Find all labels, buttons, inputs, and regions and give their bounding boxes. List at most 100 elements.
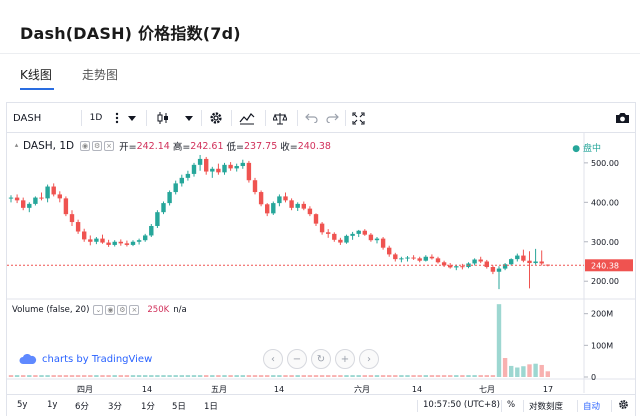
range-5y[interactable]: 5y (17, 400, 28, 410)
collapse-icon[interactable]: ▴ (14, 141, 19, 149)
settings-icon[interactable]: ⚙ (92, 141, 103, 151)
camera-icon[interactable] (613, 103, 631, 133)
chart-nav-buttons: ‹ − ↻ + › (263, 349, 379, 369)
volume-bar (167, 375, 172, 377)
candle-body (155, 212, 160, 226)
price-volume-chart[interactable]: 200.00 300.00 400.00 500.00 0 100M 200M 240.38 四… (7, 133, 635, 394)
volume-bar (51, 375, 56, 377)
candle-body (106, 242, 111, 245)
candle-body (460, 266, 465, 268)
candle-body (313, 214, 319, 224)
volume-bar (149, 375, 154, 377)
tradingview-cloud-icon (19, 354, 37, 364)
candle-body (417, 258, 422, 261)
range-3m[interactable]: 3分 (108, 402, 122, 412)
fullscreen-icon[interactable] (349, 103, 367, 133)
chevron-down-icon[interactable] (183, 103, 195, 133)
toolbar-divider (81, 110, 82, 126)
close-value: 240.38 (297, 140, 331, 152)
hide-icon[interactable]: ◉ (80, 141, 91, 151)
volume-bar (374, 375, 380, 377)
candle-body (258, 192, 264, 205)
volume-bar (75, 375, 81, 377)
candle-body (118, 241, 123, 244)
volume-remove-icon[interactable]: × (129, 305, 140, 315)
zoom-in-icon[interactable]: + (335, 349, 355, 369)
volume-hide-icon[interactable]: ◉ (105, 305, 116, 315)
candle-body (387, 247, 392, 255)
volume-bar (88, 375, 93, 377)
scroll-left-icon[interactable]: ‹ (263, 349, 283, 369)
volume-bar (222, 375, 227, 377)
candle-body (57, 194, 62, 199)
candle-body (326, 232, 331, 234)
symbol-search[interactable]: DASH (13, 112, 42, 124)
candle-body (161, 203, 166, 213)
range-1m[interactable]: 1分 (141, 402, 155, 412)
candle-style-icon[interactable] (153, 103, 173, 133)
toolbar-divider (231, 110, 232, 126)
low-label: 低= (226, 142, 244, 153)
volume-bar (252, 375, 258, 377)
candle-body (533, 261, 538, 264)
candle-body (265, 204, 270, 214)
volume-bar (515, 367, 520, 377)
price-tick-label: 200.00 (591, 277, 619, 286)
high-value: 242.61 (190, 140, 224, 152)
auto-scale-toggle[interactable]: 自动 (583, 402, 601, 412)
volume-bar (118, 375, 123, 377)
volume-bar (173, 375, 178, 377)
volume-bar (8, 375, 14, 377)
volume-bar (106, 375, 111, 377)
redo-icon[interactable] (323, 103, 341, 133)
gear-icon[interactable] (207, 103, 225, 133)
volume-bar (271, 375, 276, 377)
volume-na: n/a (173, 305, 187, 315)
undo-icon[interactable] (302, 103, 320, 133)
volume-bar (124, 375, 130, 377)
gear-icon[interactable] (618, 399, 629, 413)
chevron-down-icon[interactable] (126, 103, 138, 133)
reset-icon[interactable]: ↻ (311, 349, 331, 369)
candle-body (277, 196, 282, 204)
indicators-icon[interactable] (237, 103, 257, 133)
candle-body (210, 168, 215, 172)
bottom-divider (523, 400, 524, 412)
range-6m[interactable]: 6分 (75, 402, 89, 412)
toolbar-divider (201, 110, 202, 126)
volume-bar (502, 358, 508, 377)
volume-bar (466, 375, 471, 377)
volume-settings-icon[interactable]: ⚙ (117, 305, 128, 315)
candle-body (521, 255, 526, 261)
volume-bar (435, 375, 441, 377)
percent-toggle[interactable]: % (507, 400, 516, 410)
interval-button[interactable]: 1D (89, 113, 103, 123)
log-scale-toggle[interactable]: 对数刻度 (529, 402, 564, 412)
candle-body (143, 235, 148, 241)
compare-scale-icon[interactable] (271, 103, 289, 133)
chart-area[interactable]: 200.00 300.00 400.00 500.00 0 100M 200M 240.38 四… (7, 133, 635, 394)
candle-body (490, 267, 496, 272)
scroll-right-icon[interactable]: › (359, 349, 379, 369)
volume-collapse-icon[interactable]: ⌄ (93, 305, 104, 315)
volume-bar (454, 375, 459, 377)
range-1d[interactable]: 1日 (204, 402, 218, 412)
candle-body (252, 180, 258, 193)
toolbar-divider (265, 110, 266, 126)
volume-bar (368, 375, 374, 377)
more-vertical-icon[interactable] (111, 103, 123, 133)
zoom-out-icon[interactable]: − (287, 349, 307, 369)
volume-bar (460, 375, 465, 377)
range-1y[interactable]: 1y (47, 400, 58, 410)
tab-kline[interactable]: K线图 (20, 68, 52, 82)
candle-body (319, 223, 325, 233)
candle-body (393, 254, 398, 260)
candle-body (307, 208, 313, 215)
volume-bar (319, 375, 325, 377)
candle-body (14, 197, 20, 201)
range-5d[interactable]: 5日 (172, 402, 186, 412)
volume-bar (27, 375, 32, 377)
tab-trend[interactable]: 走势图 (82, 68, 119, 82)
tradingview-watermark[interactable]: charts by TradingView (19, 354, 152, 365)
remove-icon[interactable]: × (104, 141, 115, 151)
